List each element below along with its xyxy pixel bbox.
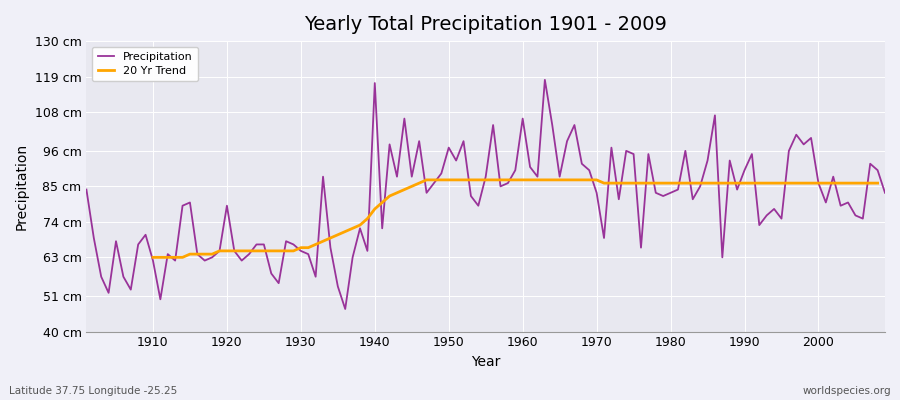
Text: worldspecies.org: worldspecies.org bbox=[803, 386, 891, 396]
20 Yr Trend bbox=[369, 206, 380, 211]
Y-axis label: Precipitation: Precipitation bbox=[15, 143, 29, 230]
Precipitation bbox=[81, 187, 92, 192]
20 Yr Trend bbox=[724, 181, 735, 186]
20 Yr Trend bbox=[539, 178, 550, 182]
20 Yr Trend bbox=[872, 181, 883, 186]
X-axis label: Year: Year bbox=[471, 355, 500, 369]
Precipitation bbox=[302, 252, 313, 256]
Precipitation bbox=[340, 306, 351, 311]
20 Yr Trend bbox=[518, 178, 528, 182]
Precipitation bbox=[539, 78, 550, 82]
Text: Latitude 37.75 Longitude -25.25: Latitude 37.75 Longitude -25.25 bbox=[9, 386, 177, 396]
20 Yr Trend bbox=[148, 255, 158, 260]
Precipitation bbox=[879, 190, 890, 195]
Line: Precipitation: Precipitation bbox=[86, 80, 885, 309]
Precipitation bbox=[525, 164, 535, 169]
Precipitation bbox=[518, 116, 528, 121]
Legend: Precipitation, 20 Yr Trend: Precipitation, 20 Yr Trend bbox=[92, 47, 198, 81]
Precipitation bbox=[140, 232, 151, 237]
Line: 20 Yr Trend: 20 Yr Trend bbox=[153, 180, 878, 257]
20 Yr Trend bbox=[340, 229, 351, 234]
Precipitation bbox=[621, 148, 632, 153]
20 Yr Trend bbox=[421, 178, 432, 182]
Precipitation bbox=[355, 226, 365, 231]
Title: Yearly Total Precipitation 1901 - 2009: Yearly Total Precipitation 1901 - 2009 bbox=[304, 15, 667, 34]
20 Yr Trend bbox=[318, 239, 328, 244]
